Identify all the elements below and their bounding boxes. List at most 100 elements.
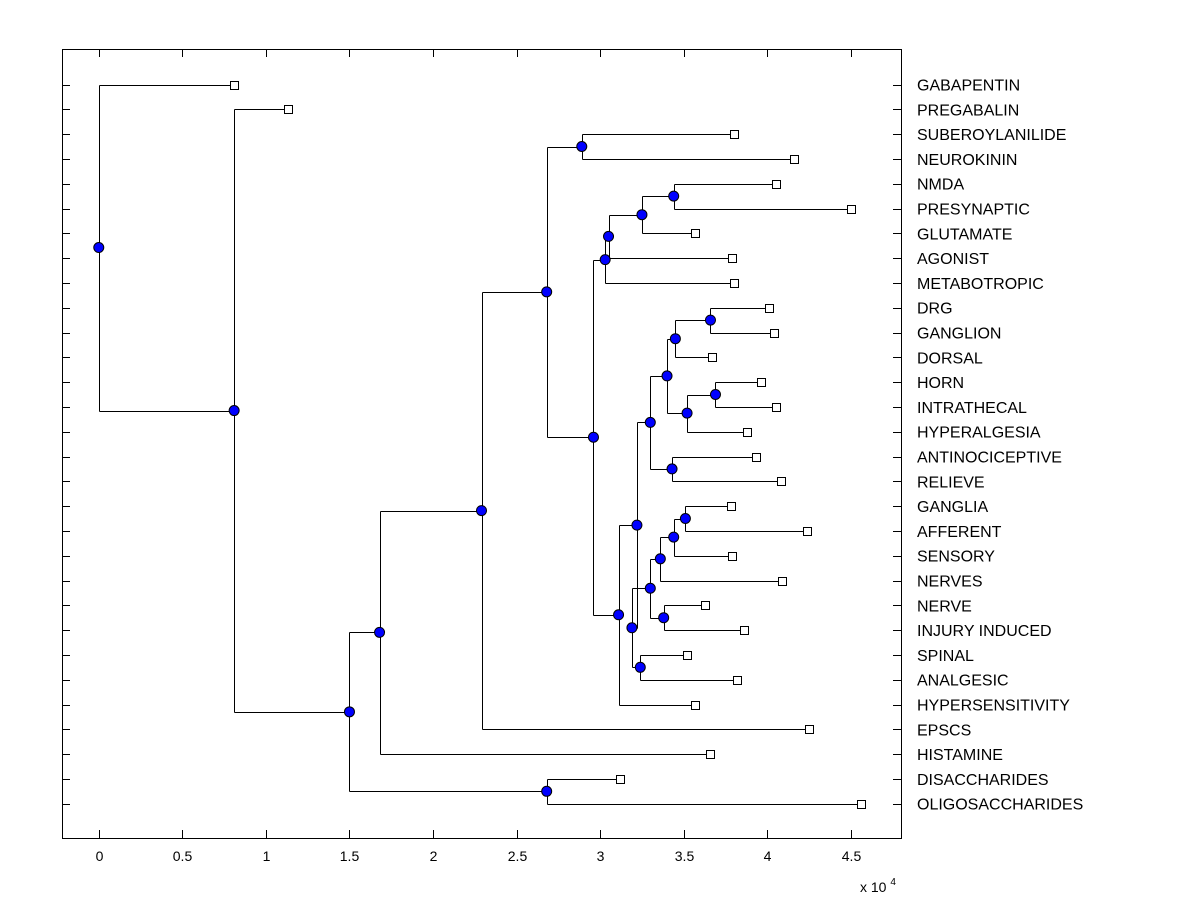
internal-node-n15: [654, 553, 666, 565]
internal-node-n1: [576, 141, 588, 152]
leaf-label-metabotropic: METABOTROPIC: [917, 276, 1044, 293]
internal-node-n5: [599, 254, 611, 266]
leaf-label-spinal: SPINAL: [917, 648, 974, 665]
leaf-marker-relieve: [777, 477, 786, 486]
x-tick-labels: 0 0.5 1 1.5 2 2.5 3 3.5 4 4.5: [96, 848, 862, 864]
internal-node-markers: [93, 141, 721, 797]
internal-node-n10: [661, 370, 673, 382]
plot-frame: [62, 49, 902, 839]
leaf-label-oligosaccharides: OLIGOSACCHARIDES: [917, 797, 1083, 814]
leaf-label-nerves: NERVES: [917, 574, 983, 591]
leaf-marker-neurokinin: [790, 155, 799, 164]
leaf-marker-nerves: [778, 577, 787, 586]
x-tick-label: 2.5: [508, 848, 528, 864]
internal-node-n23: [541, 286, 553, 298]
leaf-label-epscs: EPSCS: [917, 722, 971, 739]
x-axis-multiplier-exponent: 4: [890, 877, 896, 888]
leaf-label-horn: HORN: [917, 375, 964, 392]
leaf-marker-glutamate: [691, 229, 700, 238]
x-tick-label: 3.5: [675, 848, 695, 864]
leaf-marker-spinal: [683, 651, 692, 660]
internal-node-n28: [228, 405, 240, 417]
leaf-labels: GABAPENTIN PREGABALIN SUBEROYLANILIDE NEURO…: [917, 78, 1083, 814]
internal-node-n9: [681, 407, 693, 419]
leaf-marker-sensory: [728, 552, 737, 561]
leaf-marker-pregabalin: [284, 105, 293, 114]
leaf-marker-drg: [765, 304, 774, 313]
leaf-label-disaccharides: DISACCHARIDES: [917, 772, 1049, 789]
internal-node-n18: [634, 661, 646, 673]
leaf-label-nerve: NERVE: [917, 598, 972, 615]
leaf-marker-presynaptic: [847, 205, 856, 214]
internal-node-n21: [613, 609, 625, 621]
leaf-marker-gabapentin: [230, 81, 239, 90]
internal-node-n16: [658, 612, 670, 624]
internal-node-n12: [644, 416, 656, 428]
x-tick-label: 1: [263, 848, 271, 864]
leaf-marker-nmda: [772, 180, 781, 189]
leaf-label-injury-induced: INJURY INDUCED: [917, 623, 1052, 640]
leaf-label-glutamate: GLUTAMATE: [917, 226, 1012, 243]
leaf-marker-epscs: [805, 725, 814, 734]
internal-node-n25: [374, 626, 386, 638]
leaf-label-presynaptic: PRESYNAPTIC: [917, 202, 1030, 219]
leaf-label-antinociceptive: ANTINOCICEPTIVE: [917, 450, 1062, 467]
leaf-marker-intrathecal: [772, 403, 781, 412]
leaf-label-dorsal: DORSAL: [917, 350, 983, 367]
leaf-marker-hypersensitivity: [691, 701, 700, 710]
internal-node-n29: [93, 242, 105, 254]
axis-ticks: [62, 49, 901, 838]
leaf-label-nmda: NMDA: [917, 177, 964, 194]
internal-node-n2: [668, 190, 680, 202]
leaf-label-ganglion: GANGLION: [917, 326, 1001, 343]
leaf-marker-hyperalgesia: [743, 428, 752, 437]
internal-node-n13: [679, 513, 691, 524]
leaf-marker-antinociceptive: [752, 453, 761, 462]
leaf-label-agonist: AGONIST: [917, 251, 989, 268]
leaf-label-hypersensitivity: HYPERSENSITIVITY: [917, 698, 1070, 715]
internal-node-n22: [587, 431, 599, 443]
x-tick-label: 0.5: [173, 848, 193, 864]
x-tick-label: 3: [597, 848, 605, 864]
leaf-markers: [230, 81, 866, 809]
x-tick-label: 4: [764, 848, 772, 864]
internal-node-n27: [343, 706, 355, 718]
leaf-marker-nerve: [701, 601, 710, 610]
x-tick-label: 0: [96, 848, 104, 864]
leaf-marker-analgesic: [733, 676, 742, 685]
internal-node-n26: [541, 785, 553, 797]
leaf-marker-ganglion: [770, 329, 779, 338]
leaf-label-analgesic: ANALGESIC: [917, 673, 1009, 690]
leaf-label-pregabalin: PREGABALIN: [917, 102, 1019, 119]
x-tick-label: 4.5: [842, 848, 862, 864]
leaf-marker-ganglia: [727, 502, 736, 511]
x-tick-label: 1.5: [340, 848, 360, 864]
leaf-label-suberoylanilide: SUBEROYLANILIDE: [917, 127, 1066, 144]
leaf-label-afferent: AFFERENT: [917, 524, 1002, 541]
leaf-marker-injury-induced: [740, 626, 749, 635]
x-axis-multiplier: x 10 4: [860, 877, 896, 895]
internal-node-n19: [626, 622, 638, 634]
internal-node-n7: [669, 333, 681, 345]
leaf-marker-oligosaccharides: [857, 800, 866, 809]
internal-node-n14: [668, 531, 680, 543]
leaf-label-gabapentin: GABAPENTIN: [917, 78, 1020, 95]
x-axis-multiplier-base: x 10: [860, 879, 887, 895]
leaf-marker-disaccharides: [616, 775, 625, 784]
leaf-label-histamine: HISTAMINE: [917, 747, 1003, 764]
internal-node-n6: [704, 314, 716, 326]
internal-node-n20: [631, 519, 643, 531]
leaf-label-sensory: SENSORY: [917, 549, 995, 566]
internal-node-n4: [603, 230, 615, 242]
x-tick-label: 2: [430, 848, 438, 864]
internal-node-n24: [476, 505, 487, 517]
leaf-marker-metabotropic: [730, 279, 739, 288]
leaf-marker-afferent: [803, 527, 812, 536]
leaf-label-hyperalgesia: HYPERALGESIA: [917, 425, 1041, 442]
dendrogram-branches: [99, 85, 862, 805]
leaf-label-drg: DRG: [917, 301, 953, 318]
leaf-marker-horn: [757, 378, 766, 387]
leaf-label-ganglia: GANGLIA: [917, 499, 988, 516]
internal-node-n3: [636, 209, 648, 221]
